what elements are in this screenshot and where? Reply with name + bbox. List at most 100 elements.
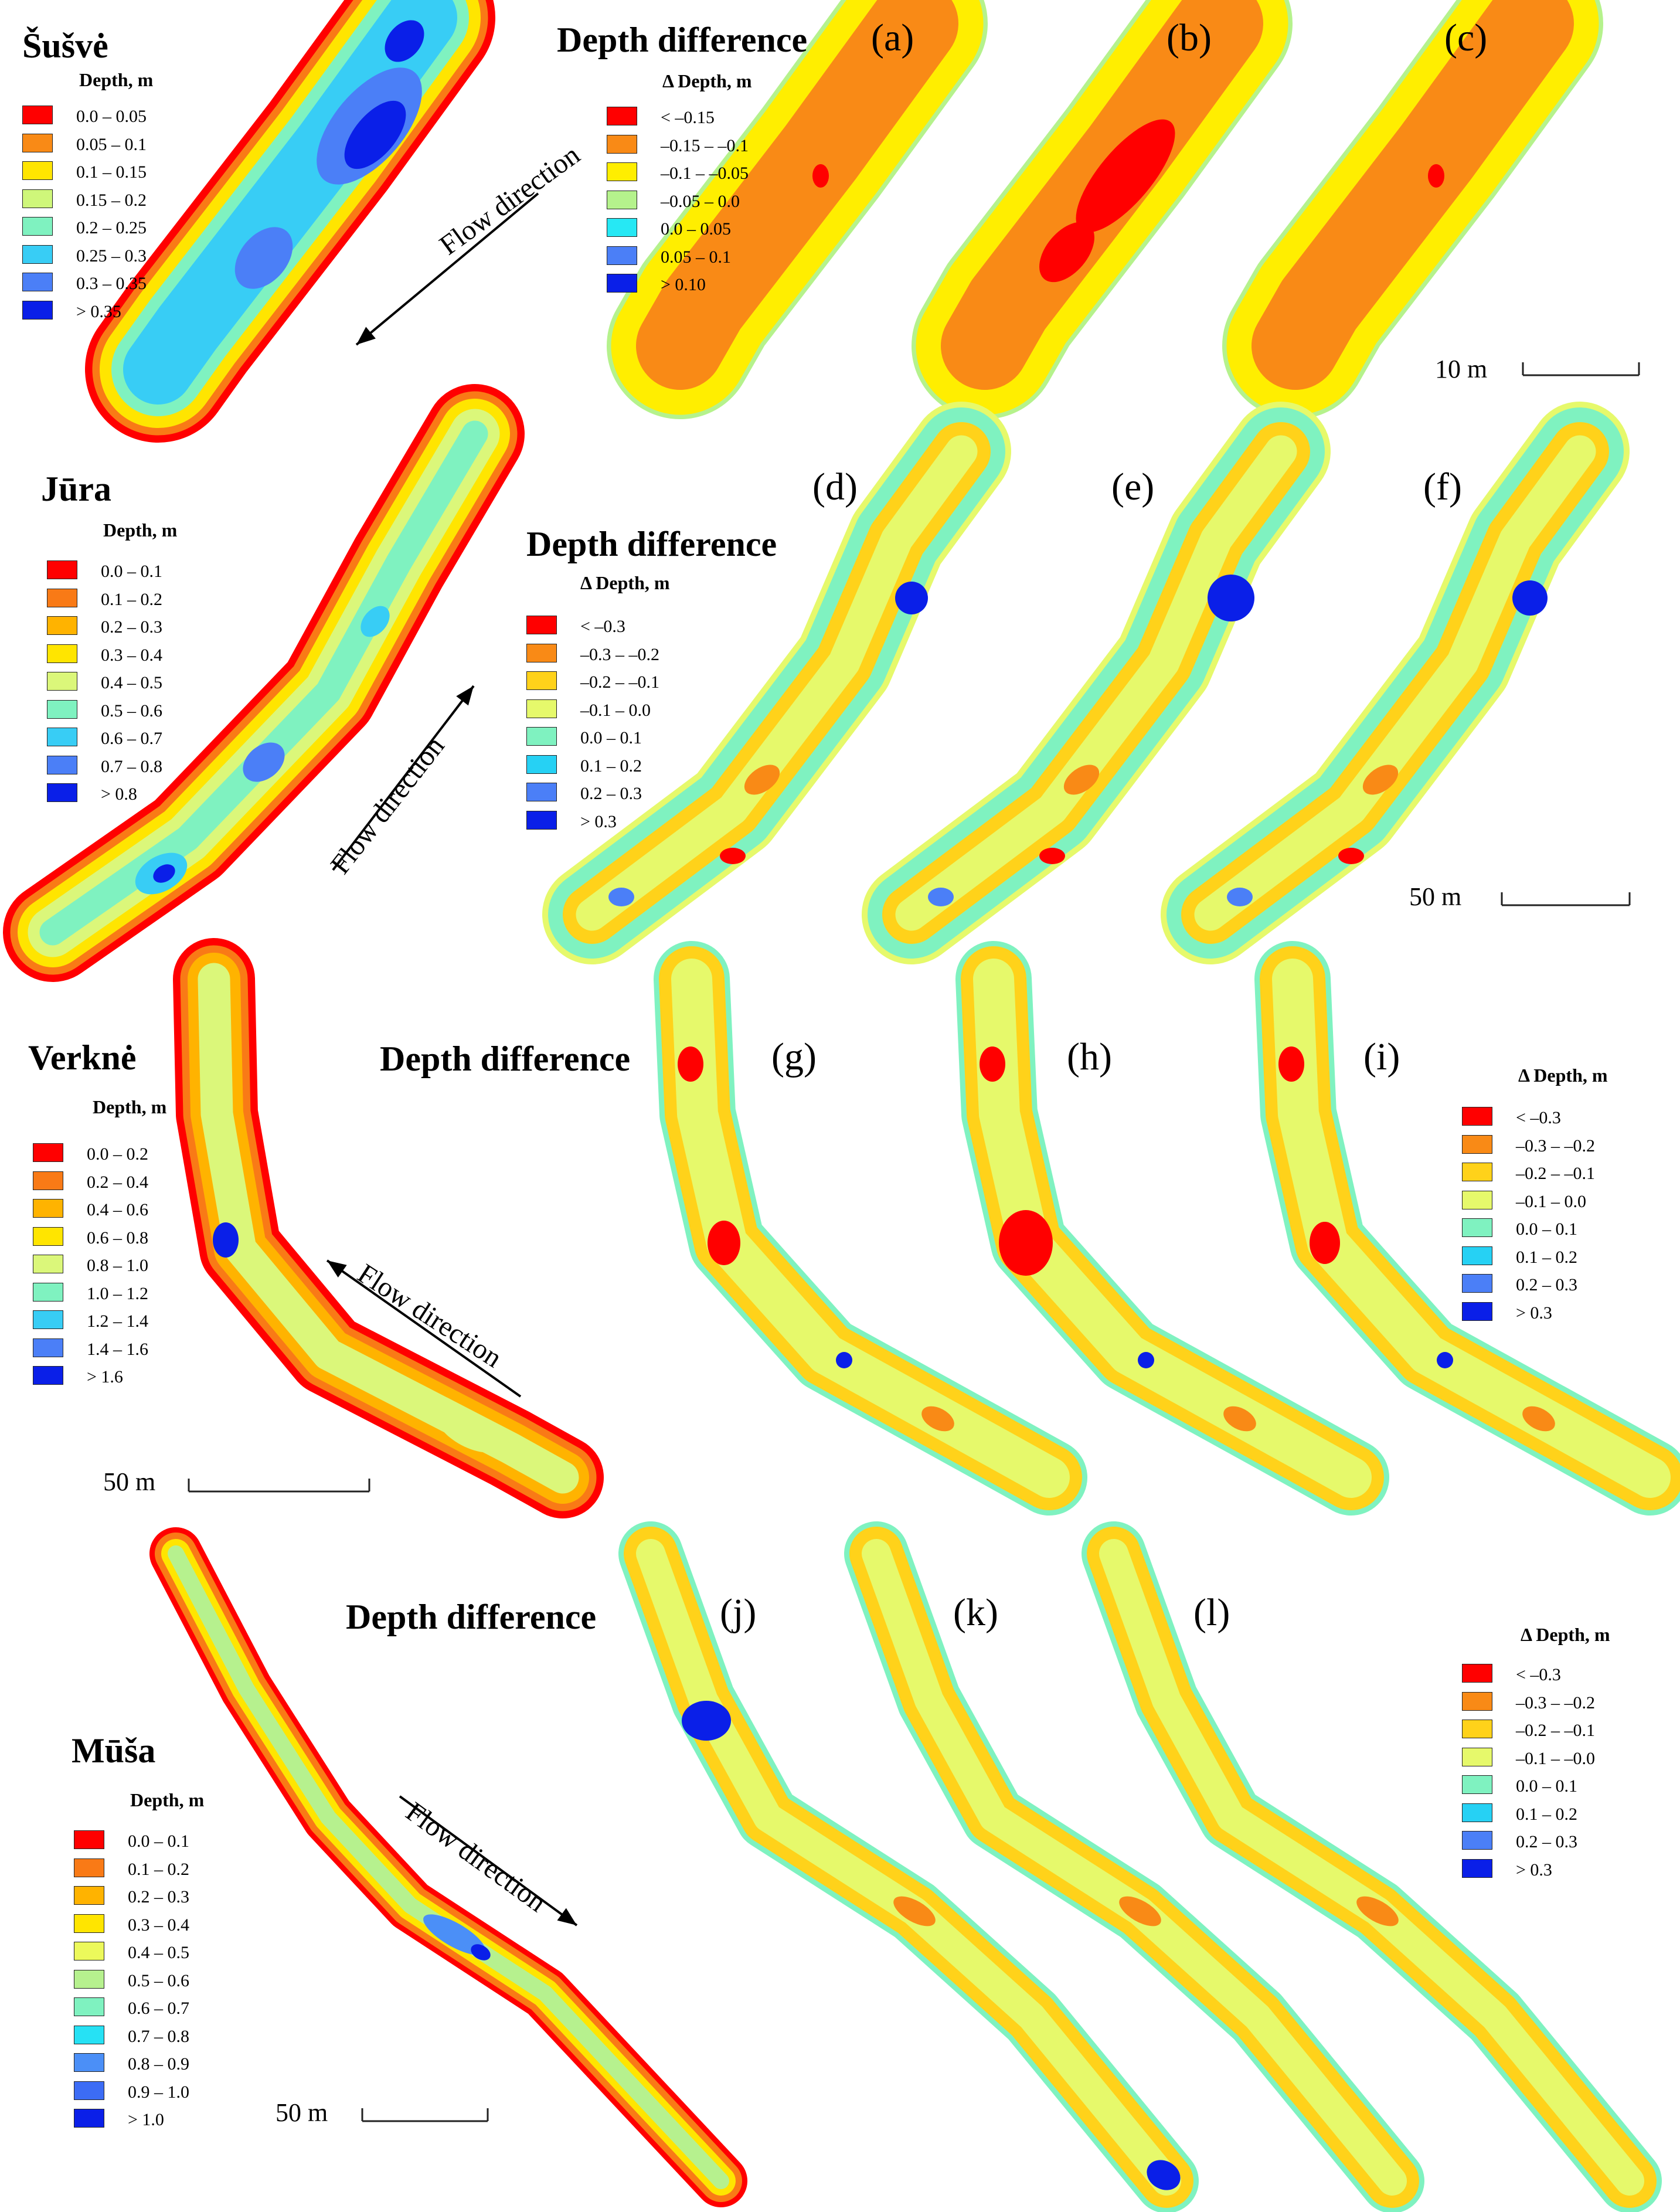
panel-label-b: (b) — [1167, 16, 1212, 59]
legend-swatch — [33, 1171, 63, 1190]
arrow-head — [557, 1908, 577, 1925]
legend-swatch — [47, 588, 77, 607]
legend-swatch — [47, 644, 77, 663]
legend-label: 0.0 – 0.1 — [580, 728, 642, 747]
legend-swatch — [47, 616, 77, 635]
legend-label: 0.5 – 0.6 — [128, 1970, 189, 1990]
river-band — [198, 963, 579, 1494]
diff-map-l — [1082, 1521, 1662, 2212]
depth-patch — [471, 1944, 491, 1960]
legend-label: > 0.3 — [1516, 1303, 1552, 1323]
legend-label: > 0.10 — [661, 275, 706, 294]
arrow-shaft — [326, 1259, 522, 1398]
legend-label: 0.5 – 0.6 — [101, 701, 162, 721]
legend-swatch — [22, 133, 53, 152]
site-title-susve: Šušvė — [22, 26, 108, 65]
legend-swatch — [22, 217, 53, 236]
legend-swatch — [22, 106, 53, 124]
diff-map-i — [1254, 941, 1680, 1516]
legend-swatch — [1462, 1302, 1492, 1321]
legend-label: > 0.3 — [580, 811, 617, 831]
legend-label: 0.2 – 0.3 — [1516, 1832, 1577, 1851]
legend-title-verkne: Depth, m — [93, 1096, 167, 1117]
legend-label: < –0.15 — [661, 108, 715, 127]
legend-swatch — [1462, 1775, 1492, 1794]
diff-map-c — [1222, 0, 1603, 419]
river-map-verkne — [173, 938, 604, 1518]
legend-label: 0.4 – 0.6 — [87, 1200, 148, 1219]
legend-label: 0.6 – 0.7 — [101, 729, 162, 748]
legend-swatch — [33, 1310, 63, 1329]
legend-swatch — [1462, 1691, 1492, 1711]
river-band — [1272, 959, 1671, 1498]
diff-map-d — [542, 402, 1011, 964]
legend-swatch — [22, 244, 53, 264]
legend-label: 0.1 – 0.2 — [101, 589, 162, 609]
legend-swatch — [607, 246, 637, 265]
scale-label-jura: 50 m — [1409, 882, 1462, 911]
legend-label: 0.25 – 0.3 — [76, 246, 147, 266]
depth-patch — [682, 1701, 731, 1741]
legend-swatch — [526, 699, 557, 718]
depth-patch — [385, 20, 424, 62]
legend-swatch — [33, 1199, 63, 1218]
diff-heading-jura: Depth difference — [526, 525, 777, 563]
depth-patch — [928, 888, 954, 906]
legend-swatch — [74, 1830, 104, 1849]
legend-label: < –0.3 — [1516, 1108, 1561, 1127]
legend-swatch — [607, 134, 637, 154]
legend-label: 0.1 – 0.2 — [1516, 1804, 1577, 1824]
legend-label: 0.6 – 0.8 — [87, 1228, 148, 1248]
legend-label: –0.05 – 0.0 — [661, 191, 740, 211]
depth-patch — [1338, 848, 1364, 864]
legend-label: 0.6 – 0.7 — [128, 1999, 189, 2018]
diff-legend-title-verkne: Δ Depth, m — [1518, 1065, 1608, 1086]
diff-map-h — [955, 941, 1389, 1516]
diff-map-j — [618, 1521, 1199, 2212]
legend-swatch — [74, 2109, 104, 2128]
flow-arrow-susve — [355, 192, 539, 346]
diff-map-a — [607, 0, 988, 419]
river-band — [1099, 1539, 1644, 2196]
legend-label: 0.15 – 0.2 — [76, 190, 147, 210]
arrow-shaft — [332, 685, 475, 871]
legend-label: 0.4 – 0.5 — [101, 673, 162, 692]
scale-bar-susve — [1522, 362, 1640, 376]
depth-patch — [812, 164, 829, 188]
legend-title-musa: Depth, m — [130, 1789, 205, 1810]
depth-patch — [1512, 580, 1548, 616]
depth-patch — [608, 888, 634, 906]
legend-swatch — [1462, 1858, 1492, 1878]
legend-label: > 0.3 — [1516, 1860, 1552, 1880]
legend-label: 0.0 – 0.1 — [128, 1832, 189, 1851]
legend-swatch — [607, 274, 637, 293]
legend-swatch — [1462, 1134, 1492, 1154]
scale-label-susve: 10 m — [1435, 355, 1488, 383]
legend-label: 0.4 – 0.5 — [128, 1943, 189, 1962]
legend-swatch — [1462, 1720, 1492, 1738]
legend-label: 0.7 – 0.8 — [101, 756, 162, 776]
legend-label: 0.0 – 0.1 — [101, 562, 162, 581]
depth-patch — [153, 864, 175, 883]
diff-legend-title-jura: Δ Depth, m — [580, 572, 670, 593]
panel-label-l: (l) — [1193, 1591, 1230, 1634]
depth-patch — [708, 1221, 740, 1265]
river-band — [1194, 435, 1596, 931]
legend-swatch — [47, 728, 77, 746]
depth-patch — [1147, 2160, 1181, 2190]
legend-swatch — [1462, 1803, 1492, 1822]
legend-label: 0.2 – 0.3 — [101, 617, 162, 637]
depth-patch — [243, 742, 285, 782]
legend-swatch — [33, 1255, 63, 1273]
panel-label-e: (e) — [1111, 465, 1155, 508]
diff-map-g — [654, 941, 1087, 1516]
depth-patch — [893, 1896, 936, 1926]
legend-swatch — [33, 1366, 63, 1385]
legend-label: –0.1 – –0.05 — [661, 164, 749, 183]
legend-label: 0.3 – 0.4 — [128, 1915, 189, 1935]
diff-map-b — [912, 0, 1293, 419]
legend-swatch — [1462, 1664, 1492, 1683]
river-band — [895, 435, 1297, 931]
